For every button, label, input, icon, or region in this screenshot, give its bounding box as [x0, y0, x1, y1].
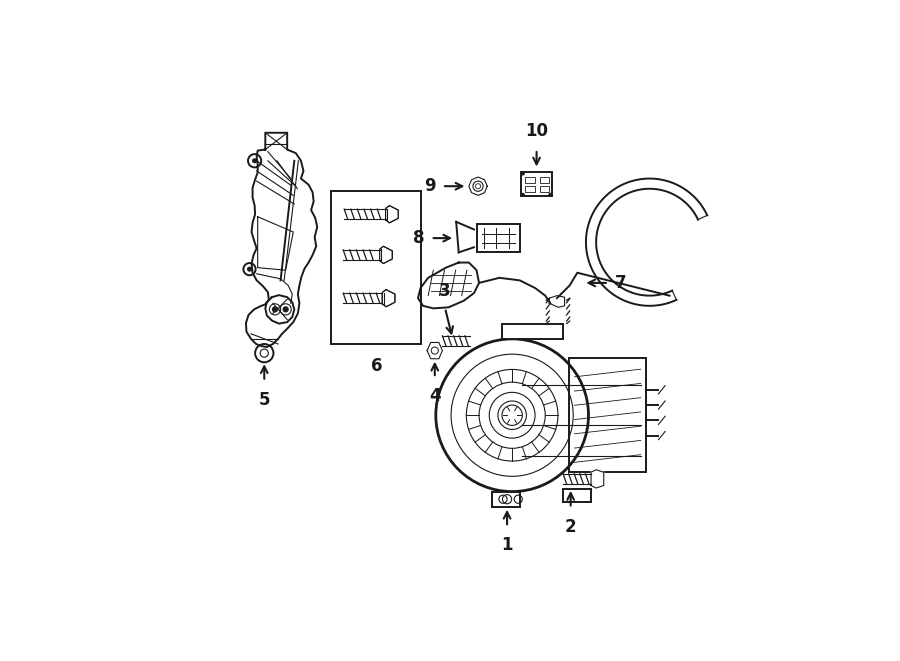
- Polygon shape: [382, 290, 395, 307]
- Circle shape: [502, 405, 522, 426]
- Bar: [331, 191, 420, 344]
- Bar: [502, 324, 563, 339]
- Text: 2: 2: [565, 518, 577, 535]
- Circle shape: [247, 266, 252, 272]
- Text: 9: 9: [424, 177, 436, 195]
- Text: 7: 7: [615, 274, 626, 292]
- Bar: [526, 177, 535, 183]
- Text: 4: 4: [429, 387, 441, 405]
- Text: 10: 10: [525, 122, 548, 140]
- Text: 5: 5: [258, 391, 270, 408]
- Circle shape: [252, 158, 257, 163]
- Bar: [540, 186, 549, 192]
- Polygon shape: [380, 247, 392, 264]
- Text: 1: 1: [501, 536, 513, 555]
- Text: 6: 6: [371, 357, 382, 375]
- Bar: [521, 172, 552, 196]
- Circle shape: [521, 171, 525, 176]
- Bar: [491, 492, 520, 507]
- Bar: [476, 224, 520, 253]
- Bar: [526, 186, 535, 192]
- Polygon shape: [549, 295, 564, 307]
- Polygon shape: [428, 342, 443, 359]
- Circle shape: [284, 307, 288, 312]
- Text: 3: 3: [439, 282, 451, 300]
- Bar: [563, 489, 591, 502]
- Circle shape: [521, 193, 525, 197]
- Circle shape: [273, 307, 277, 312]
- Polygon shape: [385, 206, 399, 223]
- Bar: [570, 358, 646, 473]
- Polygon shape: [469, 177, 487, 196]
- Circle shape: [548, 193, 553, 197]
- Text: 8: 8: [413, 229, 425, 247]
- Bar: [540, 177, 549, 183]
- Polygon shape: [591, 470, 604, 488]
